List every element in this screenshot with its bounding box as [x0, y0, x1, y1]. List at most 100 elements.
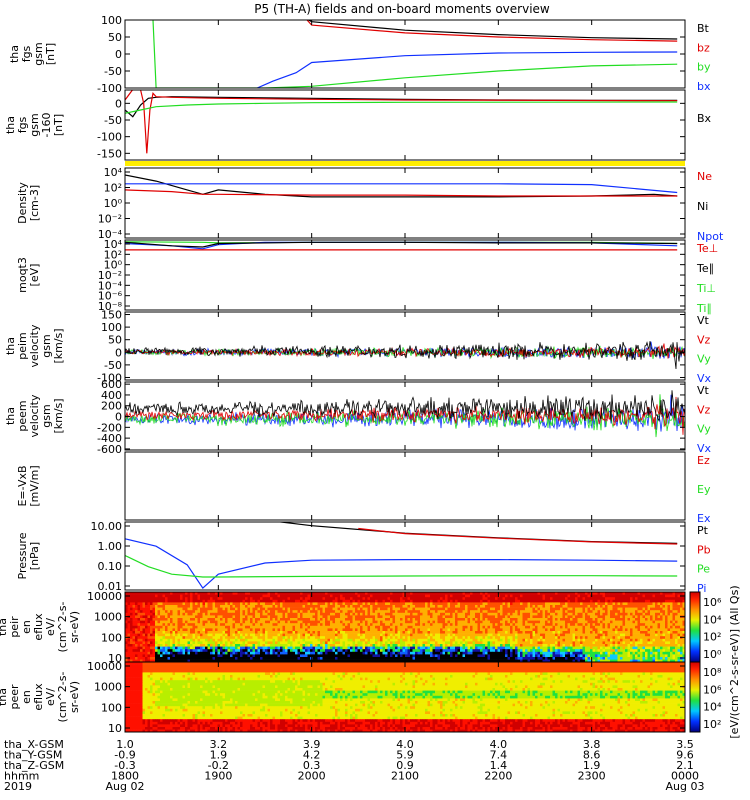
heatmap-cell: [450, 594, 453, 598]
heatmap-cell: [157, 594, 161, 598]
heatmap-cell: [430, 636, 433, 640]
heatmap-cell: [222, 618, 226, 621]
heatmap-cell: [470, 641, 473, 645]
heatmap-cell: [617, 597, 621, 601]
heatmap-cell: [190, 592, 193, 595]
heatmap-cell: [555, 597, 558, 601]
heatmap-cell: [420, 612, 423, 616]
heatmap-cell: [150, 610, 153, 614]
heatmap-cell: [247, 636, 251, 640]
heatmap-cell: [270, 610, 273, 614]
heatmap-cell: [500, 618, 503, 621]
heatmap-cell: [477, 594, 481, 598]
heatmap-cell: [237, 610, 241, 614]
heatmap-cell: [167, 638, 171, 642]
heatmap-cell: [295, 592, 298, 595]
heatmap-cell: [660, 618, 663, 621]
y-tick-label: -100: [97, 131, 122, 144]
heatmap-cell: [492, 615, 496, 619]
heatmap-cell: [662, 623, 666, 627]
heatmap-cell: [177, 636, 181, 640]
heatmap-cell: [490, 618, 493, 621]
heatmap-cell: [437, 597, 441, 601]
heatmap-cell: [157, 620, 161, 624]
heatmap-cell: [175, 628, 178, 632]
heatmap-cell: [617, 638, 621, 642]
heatmap-cell: [665, 605, 668, 608]
heatmap-cell: [295, 612, 298, 616]
heatmap-cell: [340, 594, 343, 598]
heatmap-cell: [252, 607, 256, 611]
heatmap-cell: [377, 612, 381, 616]
heatmap-cell: [480, 636, 483, 640]
heatmap-cell: [290, 641, 293, 645]
heatmap-cell: [240, 615, 243, 619]
heatmap-cell: [610, 620, 613, 624]
heatmap-cell: [487, 592, 491, 595]
legend-label-Te⊥: Te⊥: [696, 242, 718, 255]
heatmap-cell: [495, 610, 498, 614]
heatmap-cell: [665, 602, 668, 606]
heatmap-cell: [312, 641, 316, 645]
heatmap-cell: [232, 597, 236, 601]
heatmap-cell: [130, 636, 133, 640]
heatmap-cell: [252, 638, 256, 642]
heatmap-cell: [335, 592, 338, 595]
heatmap-cell: [675, 612, 678, 616]
heatmap-cell: [517, 594, 521, 598]
heatmap-cell: [480, 607, 483, 611]
heatmap-cell: [660, 597, 663, 601]
heatmap-cell: [597, 625, 601, 629]
heatmap-cell: [140, 597, 143, 601]
heatmap-cell: [460, 618, 463, 621]
heatmap-cell: [517, 615, 521, 619]
heatmap-cell: [310, 615, 313, 619]
heatmap-cell: [655, 625, 658, 629]
heatmap-cell: [370, 638, 373, 642]
heatmap-cell: [592, 625, 596, 629]
heatmap-cell: [530, 618, 533, 621]
heatmap-cell: [507, 615, 511, 619]
heatmap-cell: [522, 594, 526, 598]
heatmap-cell: [430, 641, 433, 645]
heatmap-cell: [635, 618, 638, 621]
heatmap-cell: [287, 610, 291, 614]
heatmap-cell: [647, 628, 651, 632]
heatmap-cell: [552, 594, 556, 598]
heatmap-cell: [390, 631, 393, 634]
heatmap-cell: [407, 633, 411, 637]
heatmap-cell: [507, 620, 511, 624]
heatmap-cell: [177, 594, 181, 598]
heatmap-cell: [500, 597, 503, 601]
heatmap-cell: [405, 623, 408, 627]
heatmap-cell: [410, 633, 413, 637]
heatmap-cell: [292, 599, 296, 603]
heatmap-cell: [397, 597, 401, 601]
heatmap-cell: [200, 612, 203, 616]
heatmap-cell: [335, 633, 338, 637]
heatmap-cell: [612, 607, 616, 611]
heatmap-cell: [192, 612, 196, 616]
heatmap-cell: [657, 607, 661, 611]
heatmap-cell: [602, 610, 606, 614]
heatmap-cell: [622, 631, 626, 634]
heatmap-cell: [587, 602, 591, 606]
heatmap-cell: [537, 602, 541, 606]
heatmap-cell: [140, 599, 143, 603]
heatmap-cell: [272, 599, 276, 603]
heatmap-cell: [487, 615, 491, 619]
heatmap-cell: [680, 607, 683, 611]
heatmap-cell: [350, 592, 353, 595]
heatmap-cell: [280, 636, 283, 640]
heatmap-cell: [670, 641, 673, 645]
heatmap-cell: [585, 602, 588, 606]
heatmap-cell: [637, 618, 641, 621]
heatmap-cell: [635, 599, 638, 603]
heatmap-cell: [135, 618, 138, 621]
heatmap-cell: [312, 612, 316, 616]
heatmap-cell: [470, 625, 473, 629]
heatmap-cell: [130, 594, 133, 598]
heatmap-cell: [230, 620, 233, 624]
heatmap-cell: [570, 602, 573, 606]
heatmap-cell: [542, 597, 546, 601]
